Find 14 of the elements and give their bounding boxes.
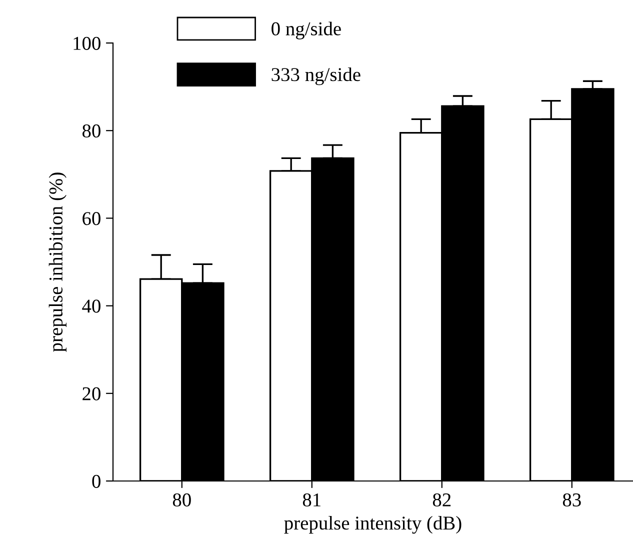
x-tick-label: 80 [172,493,191,506]
y-tick-label: 80 [82,124,100,138]
y-tick-label: 100 [74,36,100,50]
x-tick-label: 82 [432,493,451,506]
legend-label: 333 ng/side [272,67,360,86]
y-tick-label: 20 [82,387,100,400]
x-tick-label: 81 [302,493,320,506]
y-tick-label: 40 [82,300,100,313]
legend-label: 0 ng/side [272,22,341,40]
y-axis-title: prepulse inhibition (%) [48,172,66,352]
y-tick-label: 60 [82,212,100,226]
y-tick-label: 0 [92,474,100,488]
x-axis-title: prepulse intensity (dB) [284,516,462,534]
x-tick-label: 83 [562,493,581,506]
